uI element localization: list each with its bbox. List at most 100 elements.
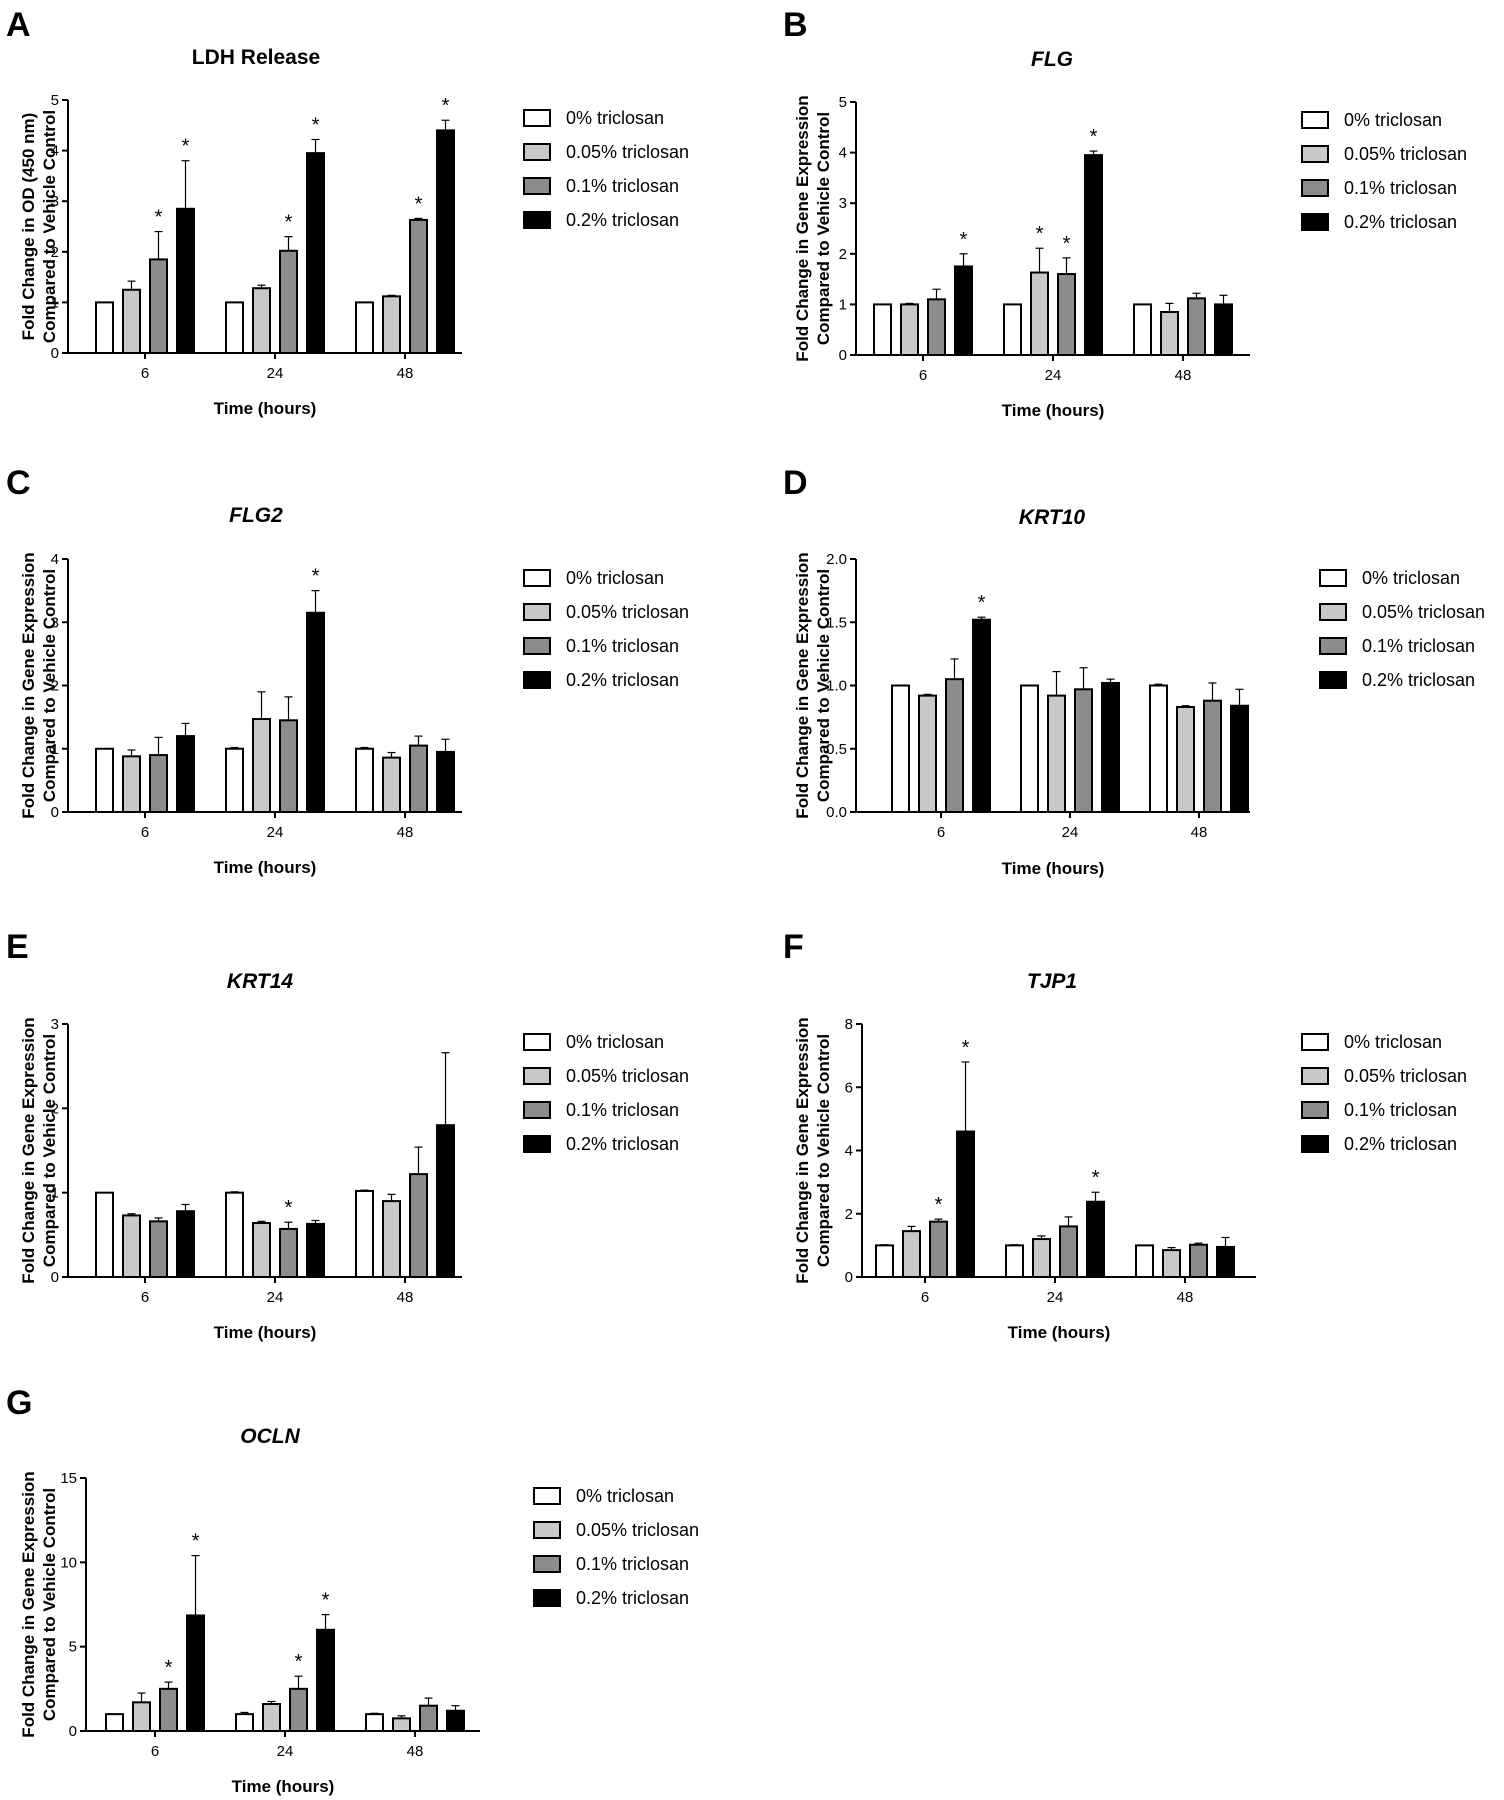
bar: [409, 744, 428, 814]
significance-marker: *: [285, 1197, 293, 1219]
y-axis-label-line: Compared to Vehicle Control: [814, 569, 833, 802]
legend-label: 0.05% triclosan: [576, 1520, 699, 1540]
significance-marker: *: [312, 114, 320, 136]
bar: [900, 303, 919, 356]
x-axis-label: Time (hours): [1002, 401, 1105, 420]
x-tick-label: 48: [1191, 824, 1208, 841]
x-tick-label: 48: [1177, 1289, 1194, 1306]
panel-a: A LDH Release Fold Change in OD (450 nm) Co…: [6, 6, 689, 418]
legend-label: 0.2% triclosan: [1362, 670, 1475, 690]
significance-marker: *: [165, 1657, 173, 1679]
bar: [132, 1701, 151, 1732]
x-axis-label: Time (hours): [232, 1777, 335, 1796]
bar: [176, 207, 195, 354]
bar: [1149, 684, 1168, 813]
significance-marker: *: [285, 212, 293, 234]
y-axis-label-line: Fold Change in Gene Expression: [19, 1017, 38, 1283]
bar: [392, 1717, 411, 1732]
y-axis-label-line: Fold Change in Gene Expression: [793, 95, 812, 361]
bar: [316, 1628, 335, 1733]
legend-swatch: [1319, 671, 1347, 689]
panel-e: E KRT14 Fold Change in Gene Expression Comp…: [6, 928, 689, 1342]
legend-label: 0.05% triclosan: [566, 142, 689, 162]
bar: [1030, 271, 1049, 356]
significance-marker: *: [442, 95, 450, 117]
bar: [306, 611, 325, 814]
panel-letter: C: [6, 464, 31, 502]
x-tick-label: 48: [397, 824, 414, 841]
legend-label: 0% triclosan: [1344, 110, 1442, 130]
bar: [365, 1713, 384, 1732]
legend-label: 0.05% triclosan: [1344, 1066, 1467, 1086]
legend-swatch: [1301, 145, 1329, 163]
bar: [1189, 1243, 1208, 1279]
x-tick-label: 24: [1062, 824, 1079, 841]
significance-marker: *: [155, 207, 163, 229]
legend-swatch: [523, 1135, 551, 1153]
bar: [1160, 310, 1179, 356]
y-tick-label: 0: [69, 1723, 77, 1740]
x-axis-label: Time (hours): [1008, 1323, 1111, 1342]
x-tick-label: 24: [1045, 367, 1062, 384]
significance-marker: *: [295, 1651, 303, 1673]
y-tick-label: 1.0: [826, 678, 847, 695]
bar: [1203, 699, 1222, 813]
y-tick-label: 0: [845, 1269, 853, 1286]
panel-letter: A: [6, 6, 31, 44]
legend-label: 0.2% triclosan: [566, 210, 679, 230]
legend-label: 0.05% triclosan: [1362, 602, 1485, 622]
bar: [1135, 1244, 1154, 1278]
legend-swatch: [1301, 1033, 1329, 1051]
bar: [1059, 1225, 1078, 1279]
y-axis-label-line: Fold Change in OD (450 nm): [19, 113, 38, 341]
legend-swatch: [523, 211, 551, 229]
significance-marker: *: [322, 1590, 330, 1612]
legend-label: 0% triclosan: [566, 108, 664, 128]
legend-label: 0.1% triclosan: [566, 636, 679, 656]
bar: [1162, 1249, 1181, 1279]
bar: [306, 152, 325, 354]
panel-g: G OCLN Fold Change in Gene Expression Compa…: [6, 1384, 699, 1796]
panel-letter: G: [6, 1384, 32, 1422]
panel-b: B FLG Fold Change in Gene Expression Compar…: [783, 6, 1467, 420]
legend-label: 0% triclosan: [566, 1032, 664, 1052]
legend-label: 0.2% triclosan: [566, 670, 679, 690]
y-axis-label-line: Compared to Vehicle Control: [40, 110, 59, 343]
significance-marker: *: [312, 566, 320, 588]
bar: [186, 1614, 205, 1733]
legend-swatch: [533, 1555, 561, 1573]
bar: [1176, 706, 1195, 814]
legend: 0% triclosan 0.05% triclosan 0.1% triclosa…: [1301, 110, 1467, 232]
y-axis-label-line: Compared to Vehicle Control: [40, 569, 59, 802]
bar: [279, 249, 298, 354]
legend-label: 0.1% triclosan: [1362, 636, 1475, 656]
bar: [252, 718, 271, 814]
bar: [1020, 684, 1039, 813]
bar: [929, 1220, 948, 1278]
bar: [1005, 1244, 1024, 1278]
bar: [1003, 303, 1022, 356]
y-tick-label: 2: [51, 244, 59, 261]
legend-swatch: [1319, 569, 1347, 587]
legend-label: 0% triclosan: [1362, 568, 1460, 588]
bar: [235, 1713, 254, 1732]
x-tick-label: 6: [141, 365, 149, 382]
significance-marker: *: [1063, 233, 1071, 255]
x-tick-label: 6: [141, 824, 149, 841]
bar: [1230, 704, 1249, 813]
y-tick-label: 2: [839, 246, 847, 263]
bar: [419, 1704, 438, 1732]
bar: [176, 735, 195, 813]
bar: [1214, 303, 1233, 356]
legend-label: 0.1% triclosan: [566, 176, 679, 196]
legend-swatch: [1301, 111, 1329, 129]
y-tick-label: 1: [51, 294, 59, 311]
significance-marker: *: [1090, 126, 1098, 148]
legend: 0% triclosan 0.05% triclosan 0.1% triclosa…: [523, 1032, 689, 1154]
bar: [918, 694, 937, 813]
panel-c: C FLG2 Fold Change in Gene Expression Compa…: [6, 464, 689, 877]
y-tick-label: 0: [839, 347, 847, 364]
y-tick-label: 1: [51, 741, 59, 758]
significance-marker: *: [960, 229, 968, 251]
